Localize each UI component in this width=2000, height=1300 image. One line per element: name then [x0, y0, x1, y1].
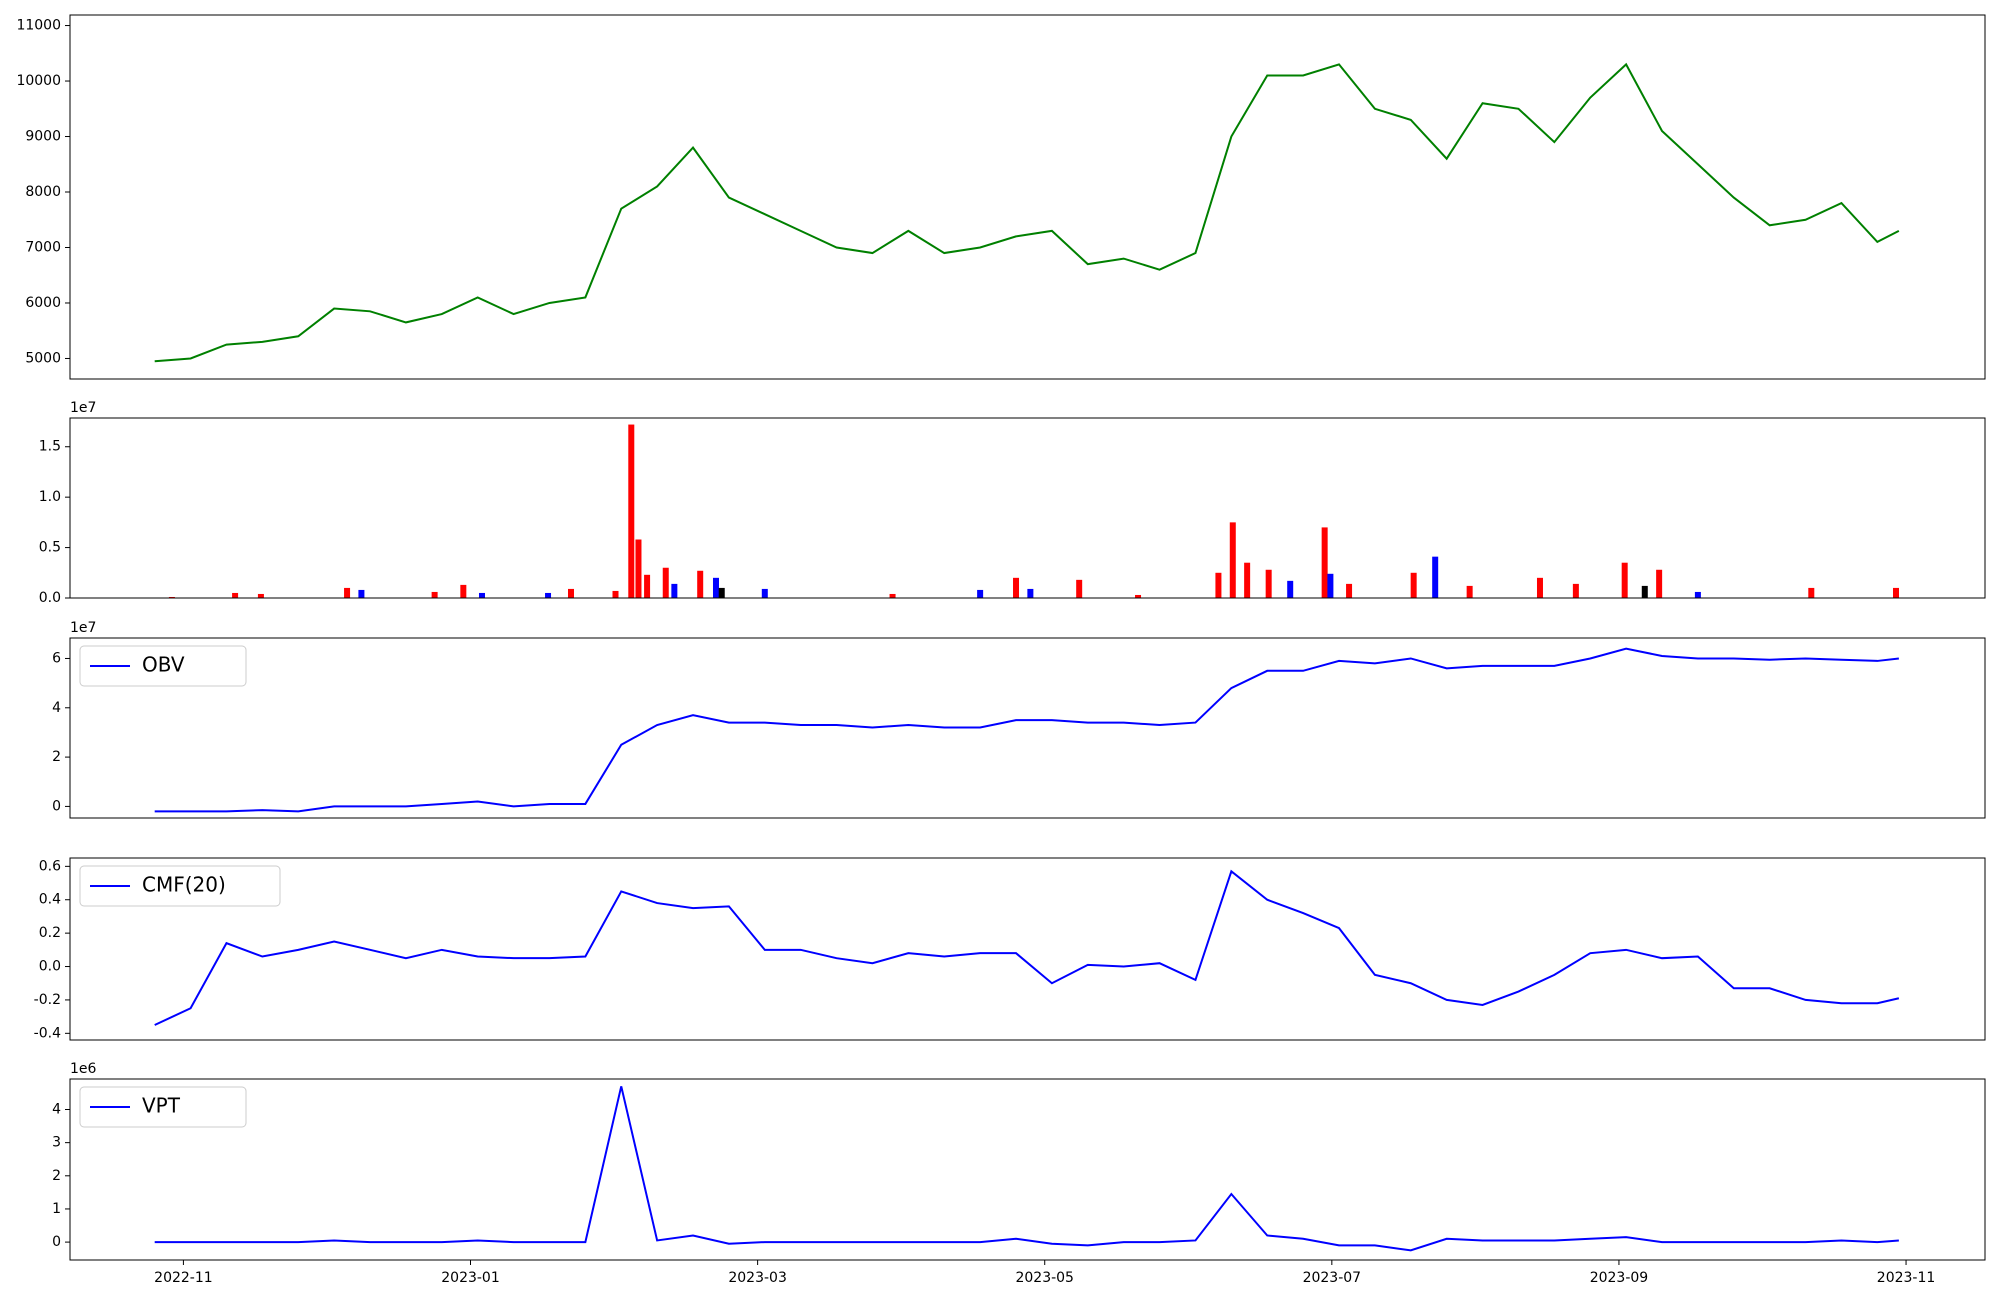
y-tick-label: 3 — [52, 1135, 61, 1151]
bar — [1808, 587, 1815, 598]
line — [154, 869, 1900, 1026]
bar — [671, 583, 678, 598]
y-tick-label: 5000 — [25, 350, 61, 366]
y-tick-label: 9000 — [25, 129, 61, 145]
bar — [635, 539, 642, 598]
bar — [718, 587, 725, 598]
bar — [1572, 583, 1579, 598]
bar — [344, 587, 351, 598]
axis-offset: 1e7 — [70, 620, 96, 636]
bar — [478, 592, 485, 598]
line — [154, 1086, 1899, 1252]
bar — [358, 589, 365, 598]
bar — [1244, 562, 1251, 598]
bar — [1432, 556, 1439, 598]
bar — [1013, 577, 1020, 598]
bar — [1892, 587, 1899, 598]
bar — [662, 567, 669, 598]
x-tick-label: 2023-11 — [1877, 1270, 1936, 1286]
y-tick-label: 7000 — [25, 239, 61, 255]
bar — [1466, 585, 1473, 598]
y-tick-label: -0.4 — [34, 1025, 61, 1041]
bar — [1694, 591, 1701, 598]
y-tick-label: 0.0 — [39, 959, 61, 975]
bar — [1229, 522, 1236, 598]
bar — [460, 584, 467, 598]
bar — [1265, 569, 1272, 598]
y-tick-label: 0.2 — [39, 925, 61, 941]
axes-frame — [69, 1078, 1986, 1261]
line — [154, 647, 1899, 813]
bar — [1287, 580, 1294, 598]
axes-frame — [69, 637, 1986, 819]
y-tick-label: 0.0 — [39, 590, 61, 606]
x-tick-label: 2023-09 — [1590, 1270, 1649, 1286]
axes-frame — [69, 857, 1986, 1041]
legend-label: OBV — [142, 653, 185, 677]
bar — [1215, 572, 1222, 598]
y-tick-label: 0.4 — [39, 892, 61, 908]
bar — [977, 589, 984, 598]
axes-frame — [69, 417, 1986, 599]
x-tick-label: 2023-07 — [1303, 1270, 1362, 1286]
y-tick-label: 1.0 — [39, 489, 61, 505]
y-tick-label: 4 — [52, 700, 61, 716]
bar — [431, 591, 438, 598]
bar — [232, 592, 239, 598]
bar — [1135, 594, 1142, 598]
bar — [168, 596, 175, 598]
bar — [257, 593, 264, 598]
x-tick-label: 2023-05 — [1015, 1270, 1074, 1286]
bar — [1536, 577, 1543, 598]
bar — [612, 590, 619, 598]
bar — [545, 592, 552, 598]
bar — [568, 588, 575, 598]
bar — [1346, 583, 1353, 598]
line — [154, 62, 1900, 363]
y-tick-label: 11000 — [16, 18, 61, 34]
bar — [1621, 562, 1628, 598]
y-tick-label: 1 — [52, 1201, 61, 1217]
axis-offset: 1e7 — [70, 400, 96, 416]
legend-label: CMF(20) — [142, 873, 226, 897]
axes-frame — [69, 14, 1986, 380]
legend-box — [79, 865, 281, 907]
x-tick-label: 2022-11 — [154, 1270, 213, 1286]
bar — [889, 593, 896, 598]
legend-box — [79, 645, 247, 687]
bar — [1327, 573, 1334, 598]
y-tick-label: 2 — [52, 749, 61, 765]
bar — [1027, 588, 1034, 598]
bar — [697, 570, 704, 598]
bar — [628, 424, 635, 598]
bar — [1641, 585, 1648, 598]
x-tick-label: 2023-03 — [728, 1270, 787, 1286]
x-tick-label: 2023-01 — [441, 1270, 500, 1286]
bar — [761, 588, 768, 598]
y-tick-label: 6 — [52, 650, 61, 666]
bar — [644, 574, 651, 598]
y-tick-label: -0.2 — [34, 992, 61, 1008]
legend-label: VPT — [142, 1094, 181, 1118]
y-tick-label: 0 — [52, 798, 61, 814]
y-tick-label: 10000 — [16, 73, 61, 89]
bar — [1656, 569, 1663, 598]
y-tick-label: 0.6 — [39, 858, 61, 874]
y-tick-label: 6000 — [25, 295, 61, 311]
y-tick-label: 1.5 — [39, 439, 61, 455]
y-tick-label: 2 — [52, 1168, 61, 1184]
y-tick-label: 0 — [52, 1234, 61, 1250]
y-tick-label: 0.5 — [39, 540, 61, 556]
legend-box — [79, 1086, 247, 1128]
bar — [1076, 579, 1083, 598]
axis-offset: 1e6 — [70, 1061, 97, 1077]
y-tick-label: 8000 — [25, 184, 61, 200]
y-tick-label: 4 — [52, 1101, 61, 1117]
bar — [712, 577, 719, 598]
bar — [1321, 527, 1328, 598]
bar — [1410, 572, 1417, 598]
